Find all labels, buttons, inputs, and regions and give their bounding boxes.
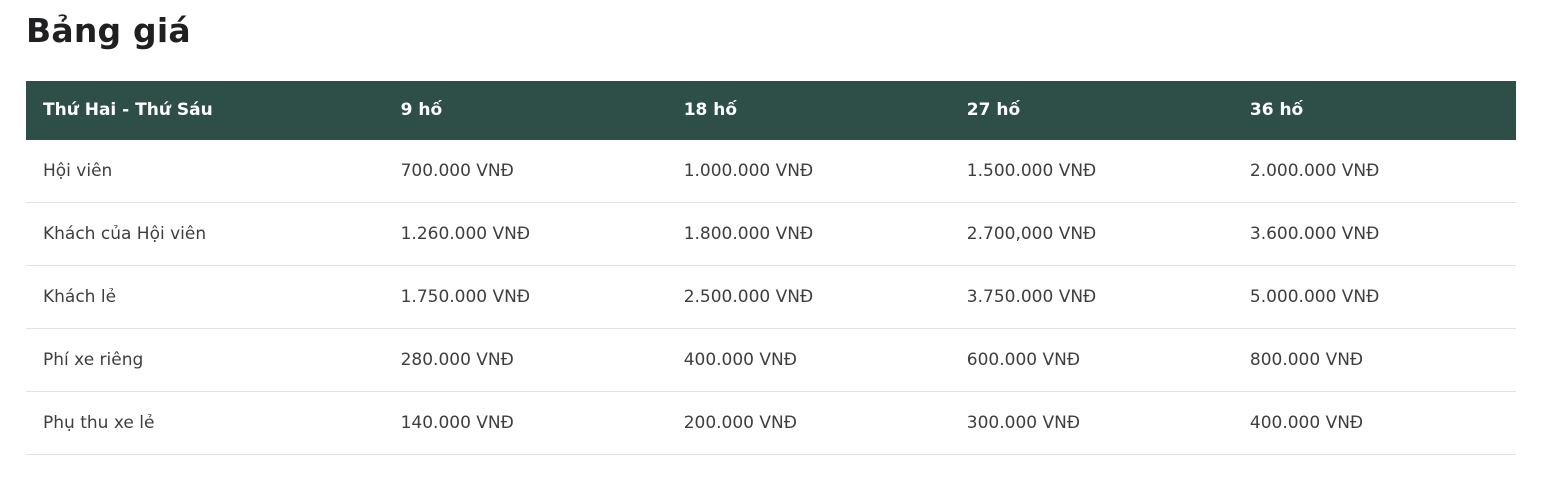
price-cell: 140.000 VNĐ [400,412,514,433]
column-header-18-holes: 18 hố [683,100,738,121]
table-header-row: Thứ Hai - Thứ Sáu 9 hố 18 hố 27 hố 36 hố [26,80,1516,140]
price-cell: 200.000 VNĐ [683,412,797,433]
price-cell: 5.000.000 VNĐ [1249,286,1380,307]
row-label: Hội viên [43,160,113,181]
row-label: Khách của Hội viên [43,223,207,244]
table-row-member: Hội viên 700.000 VNĐ 1.000.000 VNĐ 1.500… [26,139,1516,203]
price-cell: 1.750.000 VNĐ [400,286,531,307]
price-cell: 600.000 VNĐ [966,349,1081,370]
price-cell: 1.500.000 VNĐ [966,160,1097,181]
column-header-weekdays: Thứ Hai - Thứ Sáu [43,100,213,121]
price-cell: 700.000 VNĐ [400,160,514,181]
table-row-private-cart-fee: Phí xe riêng 280.000 VNĐ 400.000 VNĐ 600… [26,328,1516,392]
table-row-member-guest: Khách của Hội viên 1.260.000 VNĐ 1.800.0… [26,202,1516,266]
table-row-walk-in-guest: Khách lẻ 1.750.000 VNĐ 2.500.000 VNĐ 3.7… [26,265,1516,329]
price-cell: 3.600.000 VNĐ [1249,223,1380,244]
price-cell: 300.000 VNĐ [966,412,1081,433]
price-cell: 2.000.000 VNĐ [1249,160,1380,181]
column-header-36-holes: 36 hố [1249,100,1304,121]
price-cell: 2.700,000 VNĐ [966,223,1097,244]
page-title: Bảng giá [26,11,191,50]
row-label: Phụ thu xe lẻ [43,412,155,433]
price-cell: 400.000 VNĐ [683,349,797,370]
column-header-27-holes: 27 hố [966,100,1021,121]
price-cell: 1.000.000 VNĐ [683,160,814,181]
price-cell: 3.750.000 VNĐ [966,286,1097,307]
price-cell: 280.000 VNĐ [400,349,514,370]
price-cell: 2.500.000 VNĐ [683,286,814,307]
table-row-single-cart-surcharge: Phụ thu xe lẻ 140.000 VNĐ 200.000 VNĐ 30… [26,391,1516,455]
price-table: Thứ Hai - Thứ Sáu 9 hố 18 hố 27 hố 36 hố… [26,80,1516,455]
row-label: Phí xe riêng [43,349,144,370]
price-cell: 800.000 VNĐ [1249,349,1364,370]
column-header-9-holes: 9 hố [400,100,443,121]
price-cell: 1.260.000 VNĐ [400,223,531,244]
row-label: Khách lẻ [43,286,117,307]
price-cell: 1.800.000 VNĐ [683,223,814,244]
price-cell: 400.000 VNĐ [1249,412,1364,433]
